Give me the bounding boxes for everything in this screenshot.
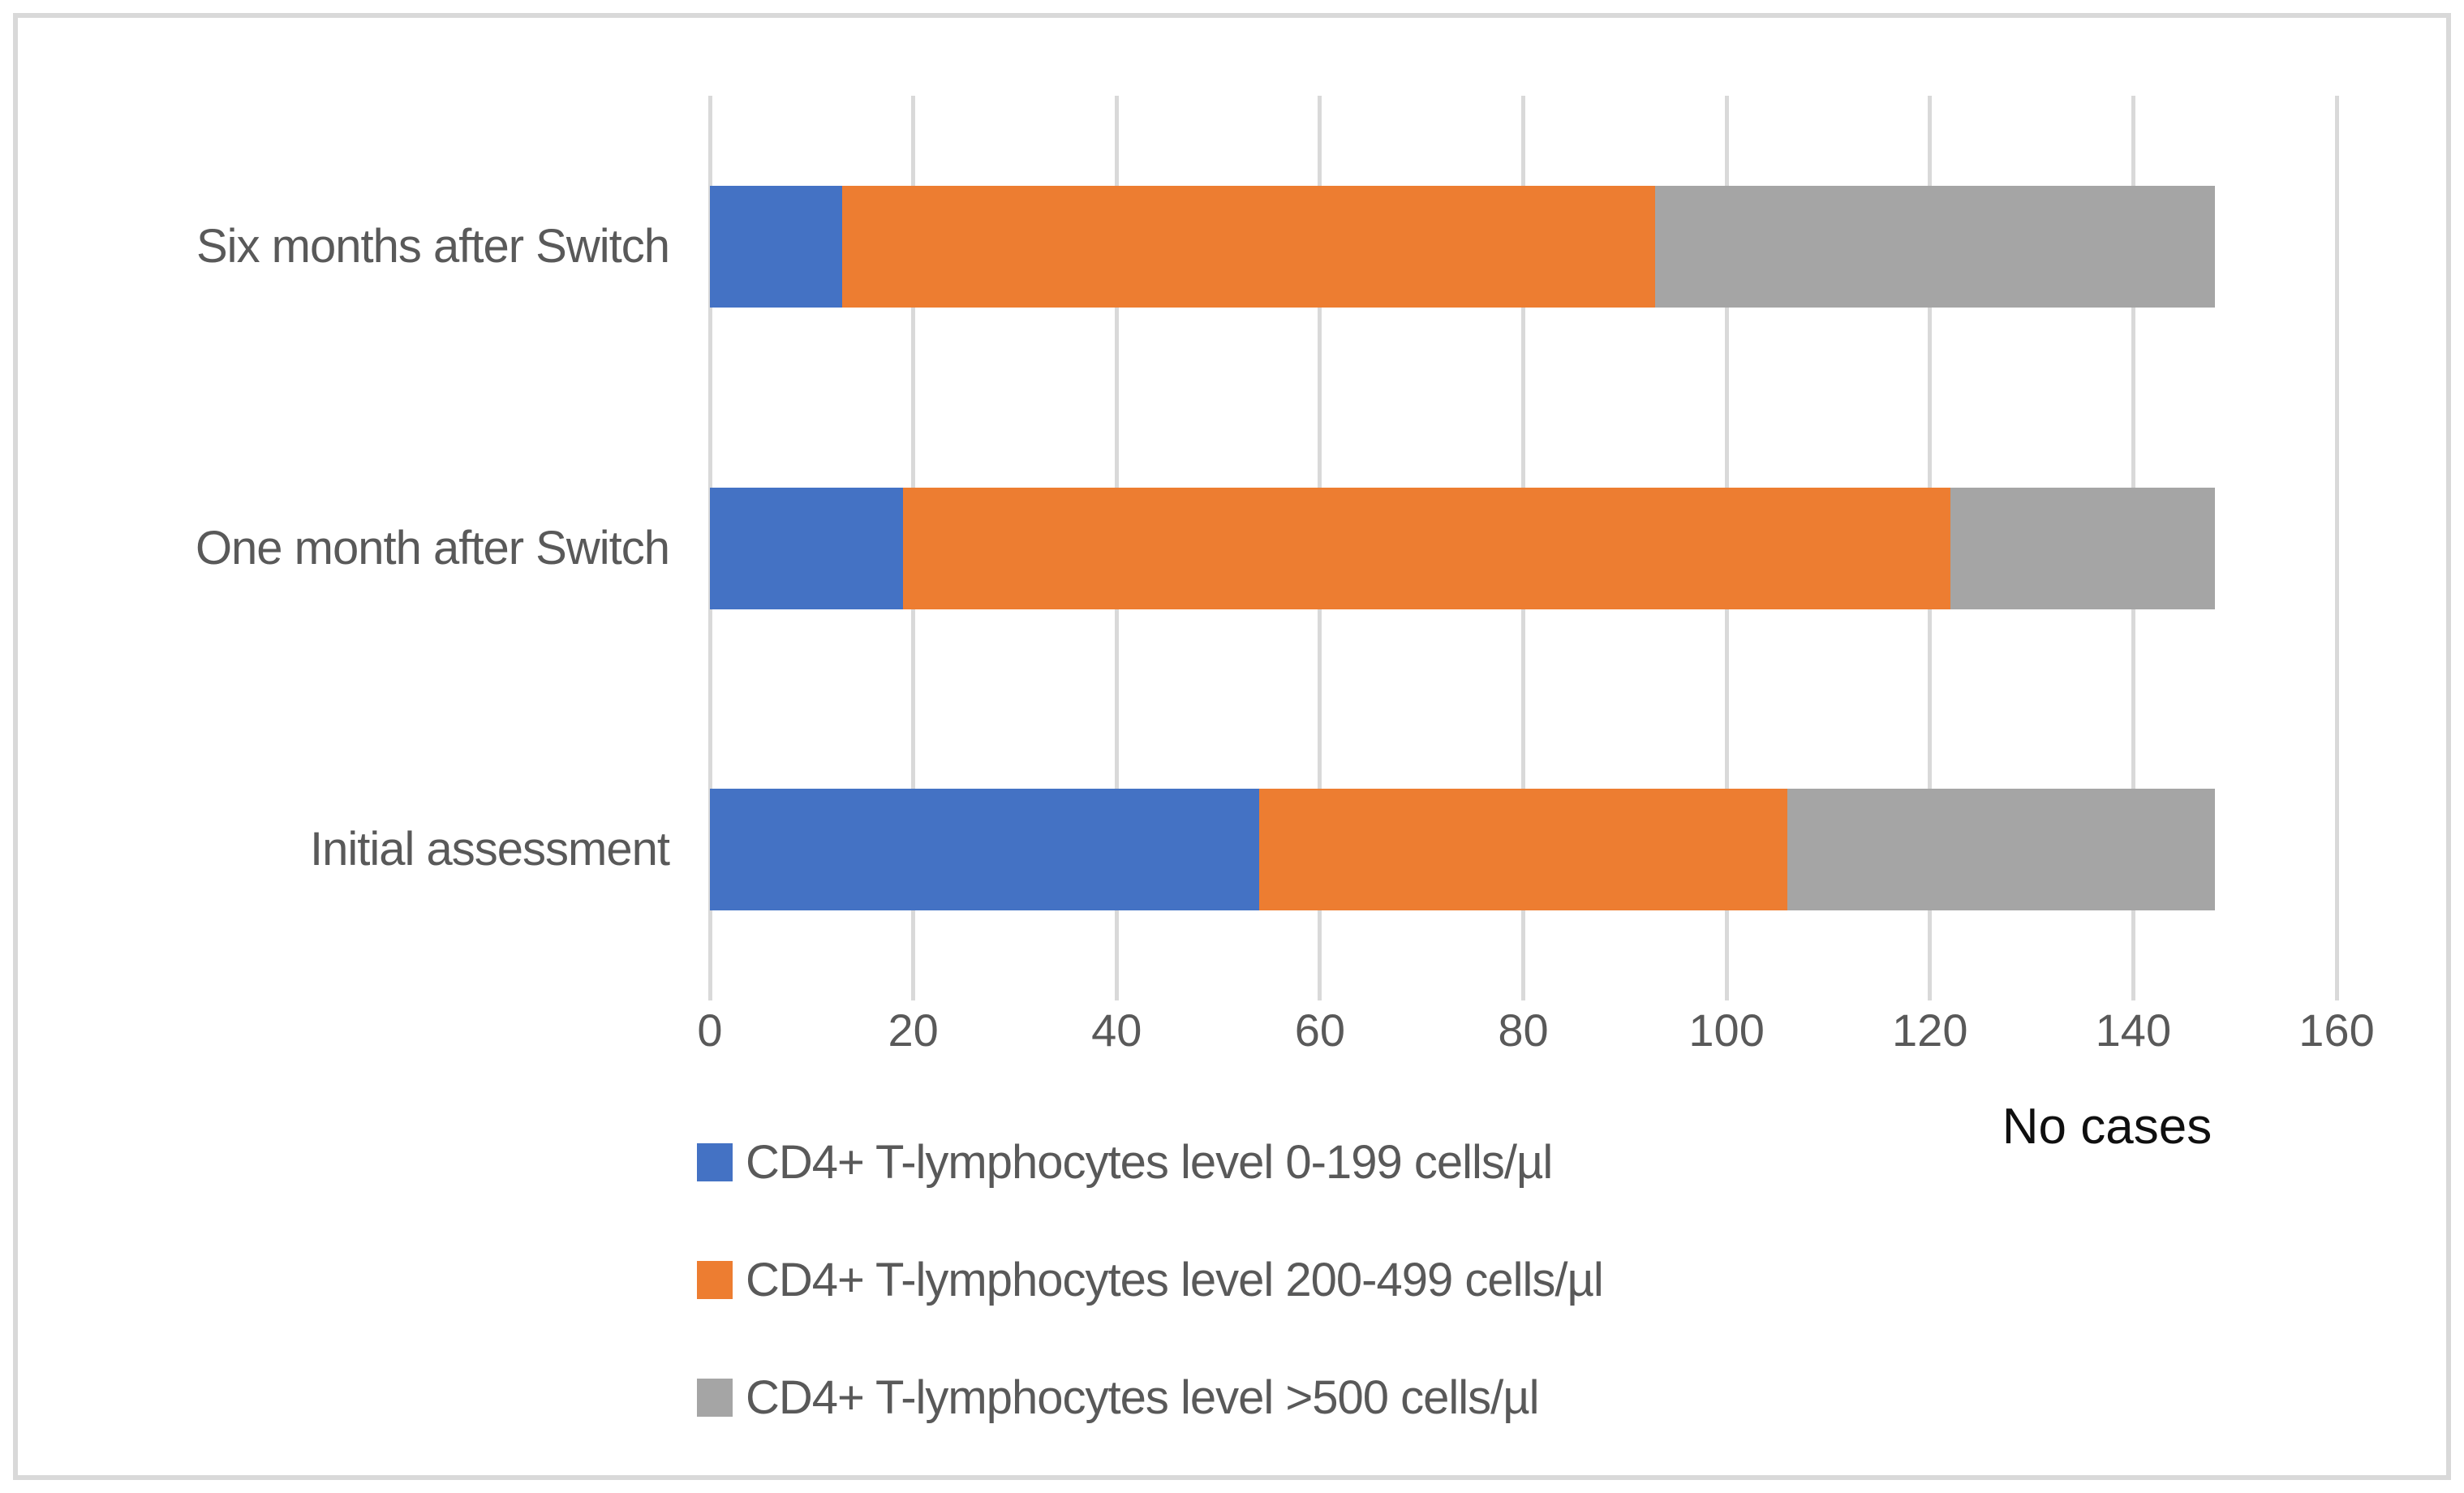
x-tick-label-100: 100 [1688, 1005, 1765, 1056]
bar-segment-one-month-after-switch--cd4-t-lymphocytes-level-0-199-cells-l [710, 487, 904, 609]
category-label-initial-assessment: Initial assessment [310, 823, 670, 876]
figure-border [13, 13, 2451, 1480]
category-label-six-months-after-switch: Six months after Switch [196, 219, 670, 273]
bar-six-months-after-switch [710, 185, 2215, 308]
x-axis-title: No cases [2002, 1099, 2212, 1155]
x-tick-label-140: 140 [2095, 1005, 2172, 1056]
x-tick-label-60: 60 [1294, 1005, 1346, 1056]
bar-segment-initial-assessment--cd4-t-lymphocytes-level-200-499-cells-l [1258, 789, 1788, 911]
x-tick-label-20: 20 [888, 1005, 939, 1056]
legend-swatch-icon [697, 1379, 733, 1417]
bar-segment-one-month-after-switch--cd4-t-lymphocytes-level-500-cells-l [1950, 487, 2215, 609]
legend-label: CD4+ T-lymphocytes level 0-199 cells/µl [746, 1135, 1553, 1189]
bar-segment-six-months-after-switch--cd4-t-lymphocytes-level-0-199-cells-l [710, 185, 842, 308]
x-tick-label-160: 160 [2298, 1005, 2375, 1056]
x-tick-label-0: 0 [697, 1005, 723, 1056]
category-label-one-month-after-switch: One month after Switch [195, 521, 670, 574]
legend-item-cd4-t-lymphocytes-level-500-cells-l: CD4+ T-lymphocytes level >500 cells/µl [697, 1339, 1603, 1456]
bar-segment-six-months-after-switch--cd4-t-lymphocytes-level-200-499-cells-l [841, 185, 1656, 308]
gridline-x-160 [2334, 96, 2339, 1000]
legend-item-cd4-t-lymphocytes-level-200-499-cells-l: CD4+ T-lymphocytes level 200-499 cells/µ… [697, 1221, 1604, 1339]
bar-segment-six-months-after-switch--cd4-t-lymphocytes-level-500-cells-l [1655, 185, 2215, 308]
legend: CD4+ T-lymphocytes level 0-199 cells/µl C… [697, 1104, 1604, 1456]
x-tick-label-80: 80 [1498, 1005, 1549, 1056]
bar-segment-initial-assessment--cd4-t-lymphocytes-level-0-199-cells-l [710, 789, 1259, 911]
bar-one-month-after-switch [710, 487, 2215, 609]
legend-swatch-icon [697, 1143, 733, 1181]
bar-segment-initial-assessment--cd4-t-lymphocytes-level-500-cells-l [1787, 789, 2215, 911]
legend-item-cd4-t-lymphocytes-level-0-199-cells-l: CD4+ T-lymphocytes level 0-199 cells/µl [697, 1104, 1603, 1221]
legend-swatch-icon [697, 1261, 733, 1299]
bar-initial-assessment [710, 789, 2215, 911]
bar-segment-one-month-after-switch--cd4-t-lymphocytes-level-200-499-cells-l [903, 487, 1950, 609]
legend-label: CD4+ T-lymphocytes level >500 cells/µl [746, 1370, 1540, 1424]
legend-label: CD4+ T-lymphocytes level 200-499 cells/µ… [746, 1253, 1604, 1306]
x-tick-label-120: 120 [1892, 1005, 1968, 1056]
x-tick-label-40: 40 [1091, 1005, 1142, 1056]
